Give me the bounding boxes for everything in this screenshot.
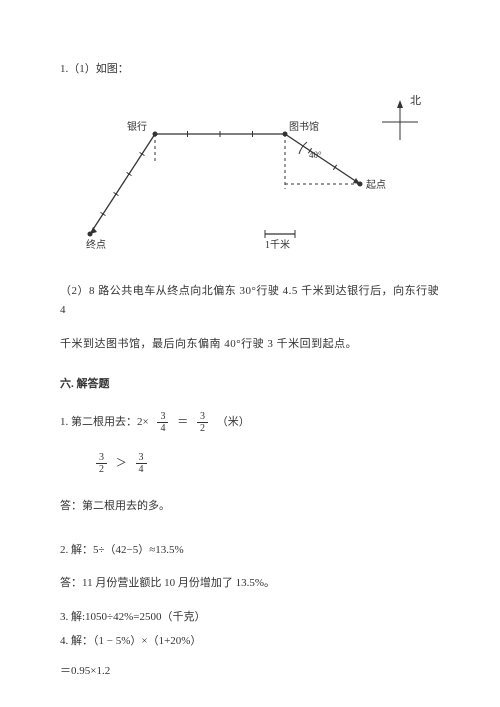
svg-text:图书馆: 图书馆 [289,120,319,133]
answer-1-compare: 3 2 ＞ 3 4 [60,452,440,475]
frac-den: 2 [96,464,107,475]
fraction-right: 3 4 [136,452,147,475]
route-diagram: 北 40° 银行 图书馆起点终点 1千米 [70,94,430,254]
frac-num: 3 [136,452,147,464]
q1-part2-a: （2）8 路公共电车从终点向北偏东 30°行驶 4.5 千米到达银行后，向东行驶… [60,282,440,322]
svg-text:40°: 40° [309,150,322,160]
diagram-container: 北 40° 银行 图书馆起点终点 1千米 [70,94,440,262]
q1-intro: 1.（1）如图： [60,60,440,80]
frac-den: 2 [197,423,208,434]
a1-unit: （米） [217,416,250,428]
answer-1-conclusion: 答：第二根用去的多。 [60,497,440,517]
answer-2-line1: 2. 解：5÷（42−5）≈13.5% [60,541,440,561]
fraction-3-2: 3 2 [197,411,208,434]
frac-num: 3 [157,411,168,423]
svg-text:终点: 终点 [86,238,106,251]
gt-sign: ＞ [116,457,127,469]
q1-part2-b: 千米到达图书馆，最后向东偏南 40°行驶 3 千米回到起点。 [60,335,440,355]
answer-3-line: 3. 解:1050÷42%=2500（千克） [60,608,440,628]
answer-1-line1: 1. 第二根用去：2× 3 4 ＝ 3 2 （米） [60,411,440,434]
fraction-left: 3 2 [96,452,107,475]
answer-4-line1: 4. 解：（1 − 5%）×（1+20%） [60,632,440,652]
svg-text:起点: 起点 [366,179,386,191]
answer-2-conclusion: 答：11 月份营业额比 10 月份增加了 13.5%。 [60,574,440,594]
fraction-3-4: 3 4 [157,411,168,434]
equals-sign: ＝ [177,416,188,428]
section-6-title: 六. 解答题 [60,375,440,395]
svg-text:银行: 银行 [127,120,147,133]
a1-prefix: 1. 第二根用去：2× [60,416,149,428]
svg-text:1千米: 1千米 [265,238,290,251]
frac-den: 4 [157,423,168,434]
frac-num: 3 [197,411,208,423]
svg-text:北: 北 [410,94,421,107]
answer-4-line2: ＝0.95×1.2 [60,662,440,682]
frac-den: 4 [136,464,147,475]
frac-num: 3 [96,452,107,464]
